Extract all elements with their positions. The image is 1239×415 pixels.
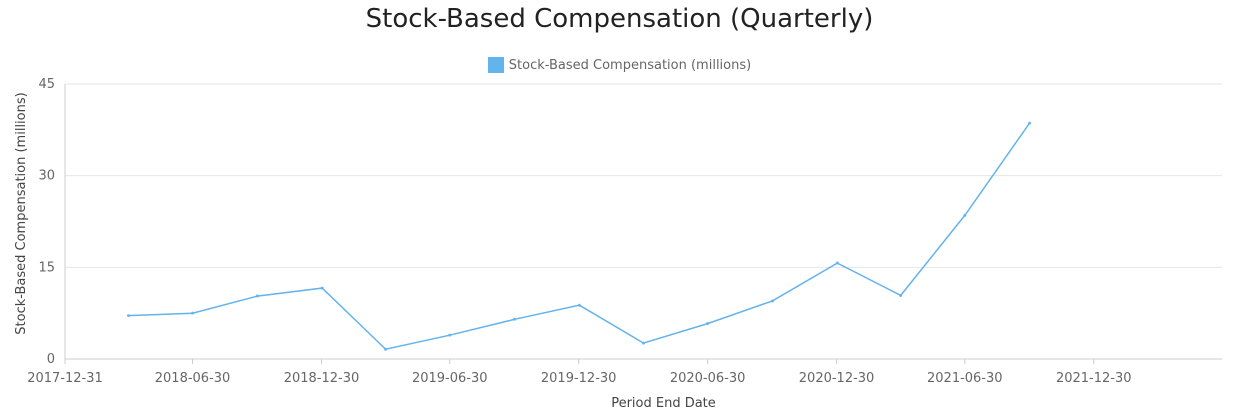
x-tick-label: 2020-06-30 xyxy=(670,371,746,386)
data-point xyxy=(255,294,259,298)
chart-title: Stock-Based Compensation (Quarterly) xyxy=(365,4,874,34)
x-tick-label: 2017-12-31 xyxy=(27,371,103,386)
data-point xyxy=(706,322,710,326)
data-point xyxy=(448,333,452,337)
legend[interactable]: Stock-Based Compensation (millions) xyxy=(0,57,1239,73)
data-point xyxy=(899,293,903,297)
data-point xyxy=(384,347,388,351)
x-axis-title: Period End Date xyxy=(611,396,716,411)
data-point xyxy=(1028,121,1032,125)
legend-label: Stock-Based Compensation (millions) xyxy=(508,57,752,73)
x-tick-label: 2020-12-30 xyxy=(799,371,875,386)
x-tick-label: 2018-06-30 xyxy=(155,371,231,386)
data-point xyxy=(577,303,581,307)
legend-swatch xyxy=(487,57,504,73)
y-tick-label: 45 xyxy=(38,77,55,92)
data-point xyxy=(320,286,324,290)
data-point xyxy=(963,213,967,217)
data-point xyxy=(642,341,645,345)
x-tick-label: 2018-12-30 xyxy=(284,371,360,386)
x-tick-label: 2021-12-30 xyxy=(1056,371,1132,386)
data-point xyxy=(770,299,774,303)
data-point xyxy=(835,261,839,265)
y-tick-label: 0 xyxy=(47,352,55,367)
data-point xyxy=(126,314,130,318)
x-tick-label: 2021-06-30 xyxy=(927,371,1003,386)
y-tick-label: 30 xyxy=(38,169,55,184)
data-point xyxy=(191,311,195,315)
x-tick-label: 2019-06-30 xyxy=(412,371,488,386)
y-axis-title: Stock-Based Compensation (millions) xyxy=(14,92,29,334)
series-line xyxy=(128,122,1031,351)
x-tick-label: 2019-12-30 xyxy=(541,371,617,386)
y-tick-label: 15 xyxy=(38,260,55,275)
data-point xyxy=(513,317,517,321)
